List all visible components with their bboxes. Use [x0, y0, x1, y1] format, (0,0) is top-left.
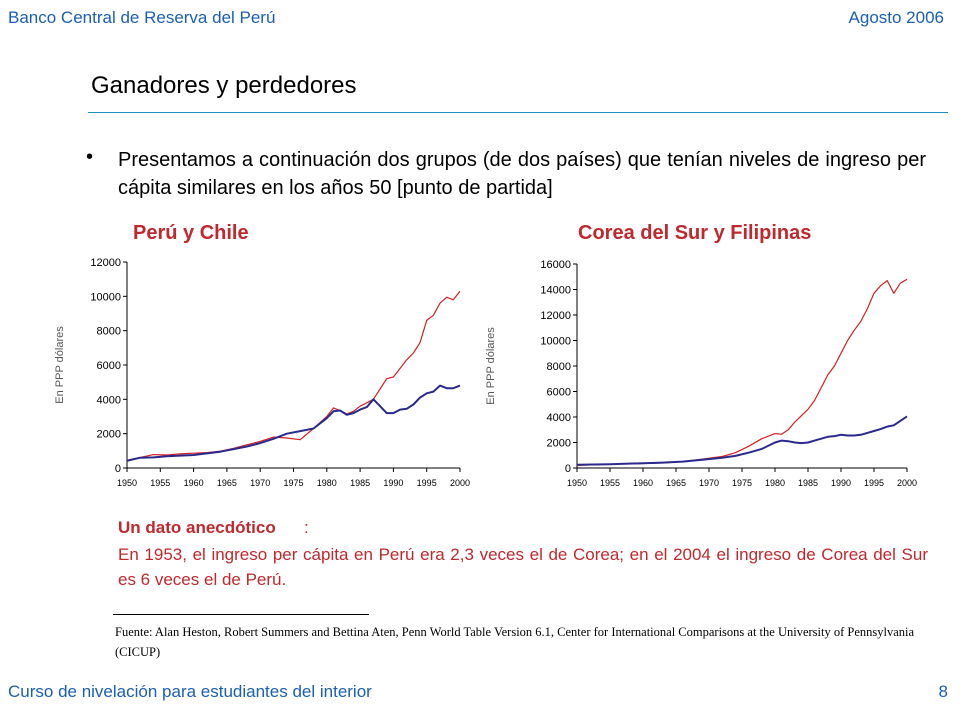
note-text: En 1953, el ingreso per cápita en Perú e… [118, 545, 928, 589]
x-tick-label: 1975 [283, 478, 303, 488]
x-tick-label: 1950 [567, 478, 587, 488]
intro-paragraph: Presentamos a continuación dos grupos (d… [118, 149, 926, 199]
footer-course-name: Curso de nivelación para estudiantes del… [8, 682, 372, 701]
y-tick-label: 0 [565, 463, 571, 475]
y-tick-label: 14000 [540, 285, 571, 297]
y-tick-label: 12000 [540, 310, 571, 322]
x-tick-label: 1950 [117, 478, 137, 488]
x-tick-label: 1985 [350, 478, 370, 488]
series-line-1 [576, 278, 908, 466]
y-tick-label: 16000 [540, 259, 571, 271]
page-number: 8 [938, 682, 948, 701]
bullet-marker: • [86, 146, 94, 168]
y-tick-label: 4000 [547, 412, 571, 424]
page-title: Ganadores y perdedores [91, 72, 357, 99]
series-line-2 [126, 384, 461, 462]
x-tick-label: 1960 [633, 478, 653, 488]
title-divider [88, 112, 948, 113]
x-tick-label: 1990 [383, 478, 403, 488]
header-date: Agosto 2006 [848, 8, 944, 27]
x-tick-label: 1990 [831, 478, 851, 488]
x-tick-label: 2000 [450, 478, 470, 488]
y-tick-label: 10000 [90, 291, 121, 303]
y-tick-label: 0 [115, 463, 121, 475]
y-axis-label: En PPP dólares [54, 326, 66, 404]
y-tick-label: 8000 [97, 326, 121, 338]
chart-corea-filipinas: 0 2000 4000 6000 8000 10000 12000 14000 16000 195… [485, 259, 917, 488]
y-tick-label: 4000 [97, 394, 121, 406]
y-tick-label: 12000 [90, 257, 121, 269]
y-tick-label: 2000 [97, 429, 121, 441]
note-heading: Un dato anecdótico [118, 518, 276, 537]
footnote-divider [113, 614, 369, 615]
x-tick-label: 1995 [417, 478, 437, 488]
y-tick-label: 10000 [540, 336, 571, 348]
series-line-2 [576, 415, 908, 466]
chart-peru-chile: 0 2000 4000 6000 8000 10000 12000 1950 1955 1960 1… [54, 257, 470, 488]
y-tick-label: 8000 [547, 361, 571, 373]
x-tick-label: 1970 [250, 478, 270, 488]
x-tick-label: 1955 [150, 478, 170, 488]
x-tick-label: 1955 [600, 478, 620, 488]
y-axis-label: En PPP dólares [485, 327, 497, 405]
source-citation: Fuente: Alan Heston, Robert Summers and … [115, 625, 915, 659]
x-tick-label: 1980 [765, 478, 785, 488]
x-tick-label: 1995 [864, 478, 884, 488]
x-tick-label: 2000 [897, 478, 917, 488]
x-tick-label: 1960 [184, 478, 204, 488]
chart-title-corea-filipinas: Corea del Sur y Filipinas [578, 222, 812, 244]
header-institution: Banco Central de Reserva del Perú [8, 8, 276, 27]
series-line-1 [126, 290, 461, 461]
x-tick-label: 1980 [317, 478, 337, 488]
x-tick-label: 1965 [666, 478, 686, 488]
x-tick-label: 1975 [732, 478, 752, 488]
note-colon: : [304, 518, 309, 537]
y-tick-label: 6000 [97, 360, 121, 372]
chart-title-peru-chile: Perú y Chile [133, 222, 249, 244]
y-tick-label: 2000 [547, 438, 571, 450]
x-tick-label: 1965 [217, 478, 237, 488]
x-tick-label: 1970 [699, 478, 719, 488]
x-tick-label: 1985 [798, 478, 818, 488]
y-tick-label: 6000 [547, 387, 571, 399]
